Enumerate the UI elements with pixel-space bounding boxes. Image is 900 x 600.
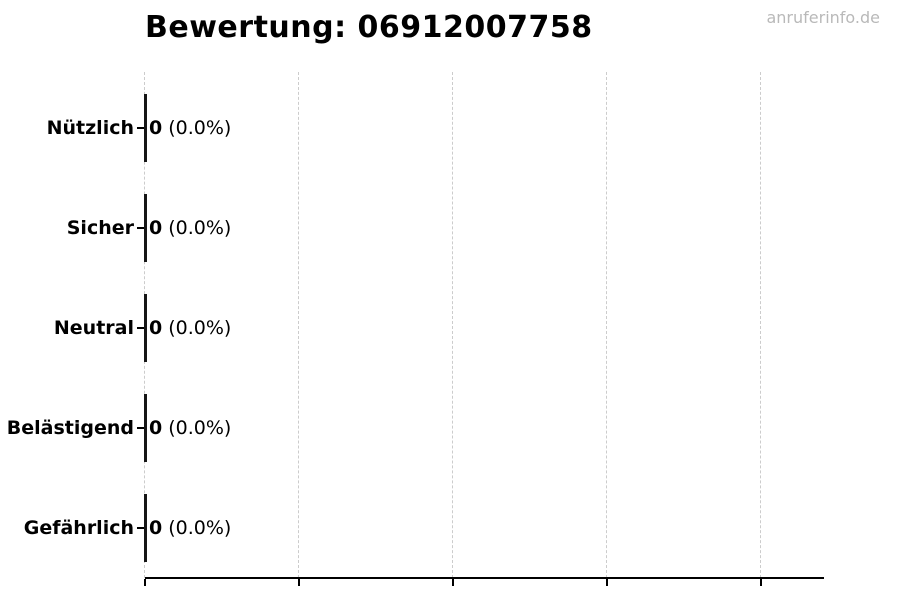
x-axis-line bbox=[145, 577, 824, 579]
bar-value-number: 0 bbox=[149, 417, 163, 439]
x-axis-tick bbox=[144, 579, 146, 586]
bar-value-number: 0 bbox=[149, 517, 163, 539]
y-axis-tick bbox=[137, 527, 146, 529]
x-axis-tick bbox=[606, 579, 608, 586]
bar-value-nuetzlich: 0 (0.0%) bbox=[149, 114, 231, 142]
y-axis-tick bbox=[137, 427, 146, 429]
bar-value-number: 0 bbox=[149, 317, 163, 339]
bar-value-percent: (0.0%) bbox=[168, 417, 232, 439]
bar-gefaehrlich bbox=[144, 494, 147, 562]
y-axis-tick bbox=[137, 327, 146, 329]
bar-belaestigend bbox=[144, 394, 147, 462]
gridline bbox=[298, 72, 299, 578]
x-axis-tick bbox=[760, 579, 762, 586]
bar-value-percent: (0.0%) bbox=[168, 317, 232, 339]
chart-title: Bewertung: 06912007758 bbox=[145, 10, 593, 45]
bar-sicher bbox=[144, 194, 147, 262]
bar-value-percent: (0.0%) bbox=[168, 217, 232, 239]
bar-value-gefaehrlich: 0 (0.0%) bbox=[149, 514, 231, 542]
category-label-sicher: Sicher bbox=[66, 217, 134, 239]
y-axis-tick bbox=[137, 227, 146, 229]
category-label-nuetzlich: Nützlich bbox=[46, 117, 134, 139]
bar-value-number: 0 bbox=[149, 117, 163, 139]
y-axis-tick bbox=[137, 127, 146, 129]
gridline bbox=[452, 72, 453, 578]
bar-value-neutral: 0 (0.0%) bbox=[149, 314, 231, 342]
bar-value-percent: (0.0%) bbox=[168, 117, 232, 139]
watermark-anruferinfo: anruferinfo.de bbox=[766, 8, 880, 27]
bar-value-belaestigend: 0 (0.0%) bbox=[149, 414, 231, 442]
bar-value-percent: (0.0%) bbox=[168, 517, 232, 539]
gridline bbox=[606, 72, 607, 578]
bar-value-number: 0 bbox=[149, 217, 163, 239]
x-axis-tick bbox=[298, 579, 300, 586]
bar-neutral bbox=[144, 294, 147, 362]
bar-value-sicher: 0 (0.0%) bbox=[149, 214, 231, 242]
category-label-belaestigend: Belästigend bbox=[6, 417, 134, 439]
x-axis-tick bbox=[452, 579, 454, 586]
category-label-gefaehrlich: Gefährlich bbox=[23, 517, 134, 539]
category-label-neutral: Neutral bbox=[53, 317, 134, 339]
bar-nuetzlich bbox=[144, 94, 147, 162]
gridline bbox=[760, 72, 761, 578]
